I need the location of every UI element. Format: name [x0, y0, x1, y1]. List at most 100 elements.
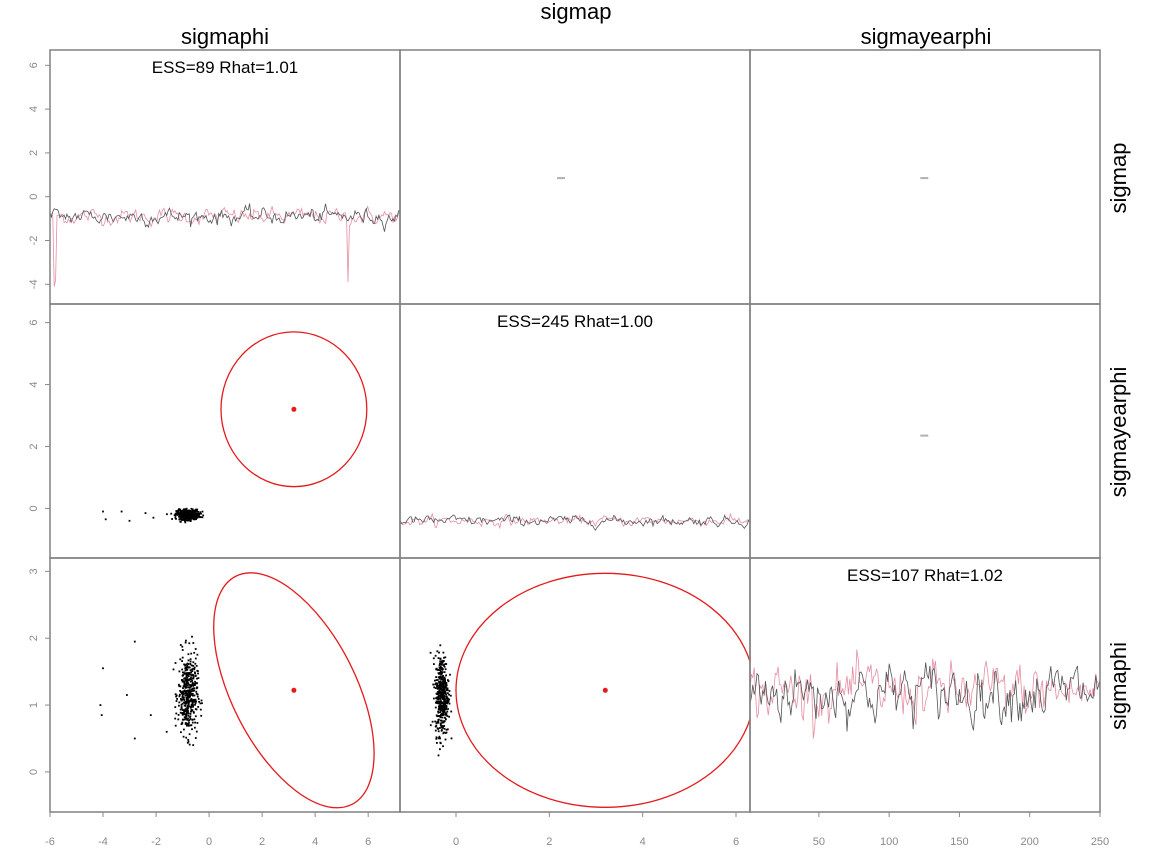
panel-grid: ESS=89 Rhat=1.01 ESS=245 Rhat=1.00 ESS=107…	[49, 49, 1101, 813]
scatter-point	[432, 657, 435, 660]
scatter-point	[194, 702, 197, 704]
scatter-point	[191, 700, 194, 703]
scatter-point	[195, 730, 198, 733]
scatter-point	[439, 724, 442, 726]
scatter-point	[185, 515, 188, 517]
scatter-point	[187, 697, 189, 700]
scatter-point	[441, 729, 443, 731]
scatter-point	[442, 678, 445, 681]
scatter-point	[450, 737, 453, 740]
scatter-point	[436, 742, 438, 744]
scatter-point	[193, 687, 196, 690]
x-tick-label: 2	[259, 836, 265, 848]
scatter-point	[440, 683, 442, 686]
ess-rhat-label-sigmaphi: ESS=89 Rhat=1.01	[152, 58, 299, 77]
scatter-point	[434, 687, 437, 689]
scatter-point	[443, 711, 446, 714]
scatter-point	[191, 682, 194, 684]
scatter-point	[174, 724, 177, 727]
scatter-point	[442, 651, 445, 654]
scatter-point	[435, 676, 437, 678]
scatter-point	[435, 700, 438, 703]
scatter-point	[180, 510, 183, 513]
scatter-point	[200, 714, 203, 717]
scatter-point	[190, 512, 193, 515]
scatter-point	[191, 709, 194, 711]
scatter-point	[191, 702, 194, 705]
scatter-point	[437, 720, 440, 723]
scatter-point	[189, 692, 191, 694]
scatter-point	[197, 706, 200, 708]
y-tick-label: -4	[28, 279, 40, 289]
outlier-point	[104, 518, 107, 521]
scatter-point	[181, 712, 184, 714]
scatter-point	[441, 689, 444, 691]
scatter-point	[443, 680, 446, 683]
panel-frame	[399, 557, 751, 813]
scatter-point	[190, 688, 193, 691]
scatter-point	[436, 682, 439, 685]
scatter-point	[439, 666, 442, 668]
scatter-point	[181, 656, 184, 659]
scatter-point	[179, 690, 181, 692]
scatter-point	[192, 744, 195, 746]
scatter-point	[442, 675, 444, 677]
scatter-point	[439, 660, 442, 663]
scatter-point	[443, 676, 446, 679]
outlier-points-r1c0	[102, 510, 155, 522]
x-tick-label: 150	[950, 836, 968, 848]
scatter-point	[178, 704, 180, 707]
scatter-point	[441, 702, 444, 705]
scatter-point	[440, 694, 443, 697]
scatter-point	[181, 519, 184, 521]
scatter-point	[439, 688, 441, 691]
outlier-point	[100, 714, 103, 716]
scatter-point	[435, 682, 437, 685]
scatter-point	[193, 694, 196, 697]
scatter-point	[192, 667, 195, 670]
scatter-point	[446, 700, 449, 703]
scatter-point	[439, 662, 441, 665]
scatter-point	[188, 678, 191, 681]
scatter-points-r2c0	[172, 635, 203, 746]
y-tick-label: 3	[28, 568, 40, 574]
scatter-point	[189, 663, 192, 666]
scatter-point	[439, 711, 442, 713]
scatter-point	[439, 737, 441, 740]
scatter-point	[187, 707, 189, 709]
scatter-point	[194, 648, 197, 650]
scatter-point	[182, 671, 184, 674]
scatter-point	[436, 684, 438, 687]
scatter-point	[184, 512, 187, 515]
outlier-points-r2c0	[99, 640, 168, 740]
scatter-point	[186, 710, 189, 713]
scatter-point	[438, 702, 441, 704]
scatter-point	[191, 728, 193, 731]
scatter-point	[437, 657, 440, 659]
scatter-point	[436, 696, 439, 699]
scatter-point	[445, 683, 447, 686]
row-label-sigmaphi: sigmaphi	[1106, 642, 1131, 730]
scatter-point	[184, 521, 187, 524]
scatter-point	[433, 686, 436, 689]
scatter-point	[185, 681, 188, 684]
scatter-point	[187, 723, 189, 726]
scatter-point	[181, 649, 184, 651]
scatter-point	[191, 677, 194, 680]
scatter-point	[178, 508, 180, 510]
scatter-point	[193, 700, 196, 703]
scatter-point	[193, 651, 196, 654]
scatter-point	[197, 672, 199, 675]
scatter-point	[186, 669, 188, 671]
scatter-point	[438, 651, 440, 654]
scatter-point	[193, 698, 195, 701]
scatter-point	[196, 512, 199, 515]
scatter-point	[185, 683, 188, 685]
scatter-point	[189, 694, 192, 696]
panel-frame	[49, 303, 401, 559]
scatter-point	[189, 673, 191, 676]
scatter-point	[442, 690, 444, 693]
scatter-point	[183, 677, 185, 680]
trace-line-chain2	[50, 205, 400, 287]
scatter-point	[181, 668, 184, 671]
